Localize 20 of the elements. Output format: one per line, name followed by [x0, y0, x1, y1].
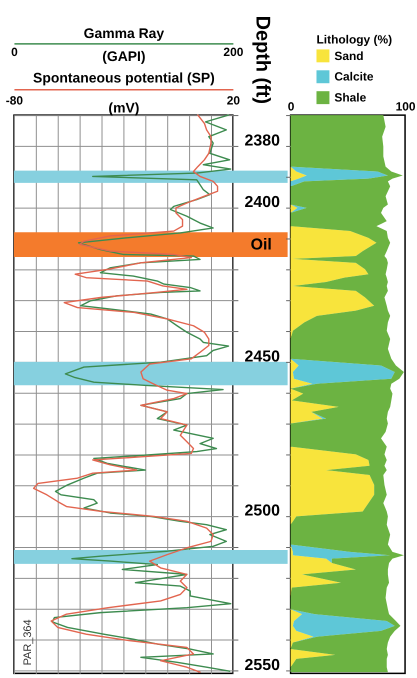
- x-tick-label: 0: [288, 100, 295, 114]
- y-axis-title: Depth (ft): [251, 16, 274, 104]
- x-tick-label: 200: [223, 44, 244, 59]
- annotation: PAR_364: [22, 619, 34, 666]
- x-tick-label: 0: [11, 44, 18, 59]
- x2-tick-label: -80: [6, 94, 24, 108]
- y-tick-label: 2550: [244, 656, 280, 674]
- x-axis-title: Gamma Ray (GAPI): [84, 24, 164, 64]
- legend-label: Sand: [334, 48, 364, 63]
- band-label: Oil: [250, 236, 272, 254]
- legend-title: Lithology (%): [316, 32, 392, 46]
- y-tick-label: 2450: [244, 348, 280, 366]
- x2-axis-title: Spontaneous potential (SP) (mV): [33, 70, 215, 116]
- y-tick-label: 2400: [244, 194, 280, 212]
- y-tick-label: 2380: [244, 132, 280, 150]
- x2-tick-label: 20: [226, 94, 240, 108]
- x-tick-label: 100: [396, 100, 416, 114]
- legend-label: Shale: [334, 90, 367, 105]
- legend-label: Calcite: [334, 70, 374, 84]
- y-tick-label: 2500: [244, 502, 280, 520]
